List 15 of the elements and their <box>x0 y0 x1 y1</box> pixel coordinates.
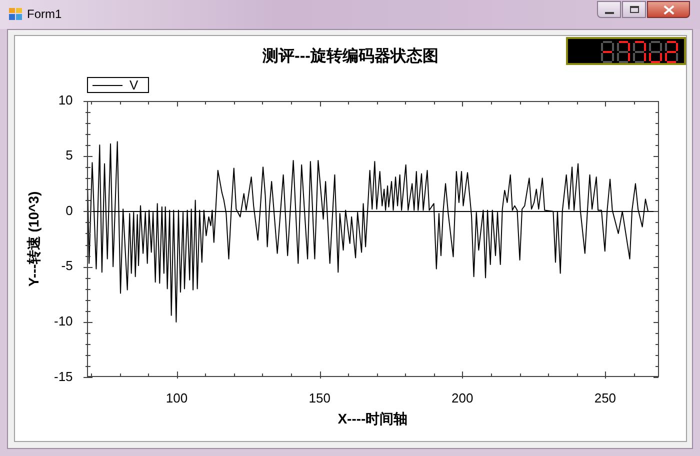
y-tick-label: 0 <box>66 202 73 218</box>
y-tick-label: -5 <box>61 258 73 274</box>
x-tick-label: 250 <box>594 390 616 406</box>
y-tick-label: -10 <box>54 314 73 329</box>
x-tick-label: 200 <box>452 390 474 406</box>
legend-label: V <box>130 78 138 93</box>
chart-title: 测评---旋转编码器状态图 <box>262 48 438 66</box>
y-tick-label: 10 <box>58 92 73 108</box>
x-axis-title: X----时间轴 <box>338 410 408 426</box>
y-axis-title: Y---转速 (10^3) <box>25 191 42 287</box>
text: Form1 <box>27 7 62 21</box>
y-tick-label: 5 <box>66 148 73 163</box>
x-tick-label: 150 <box>308 390 330 406</box>
y-tick-label: -15 <box>54 368 73 384</box>
x-tick-label: 100 <box>166 390 188 406</box>
